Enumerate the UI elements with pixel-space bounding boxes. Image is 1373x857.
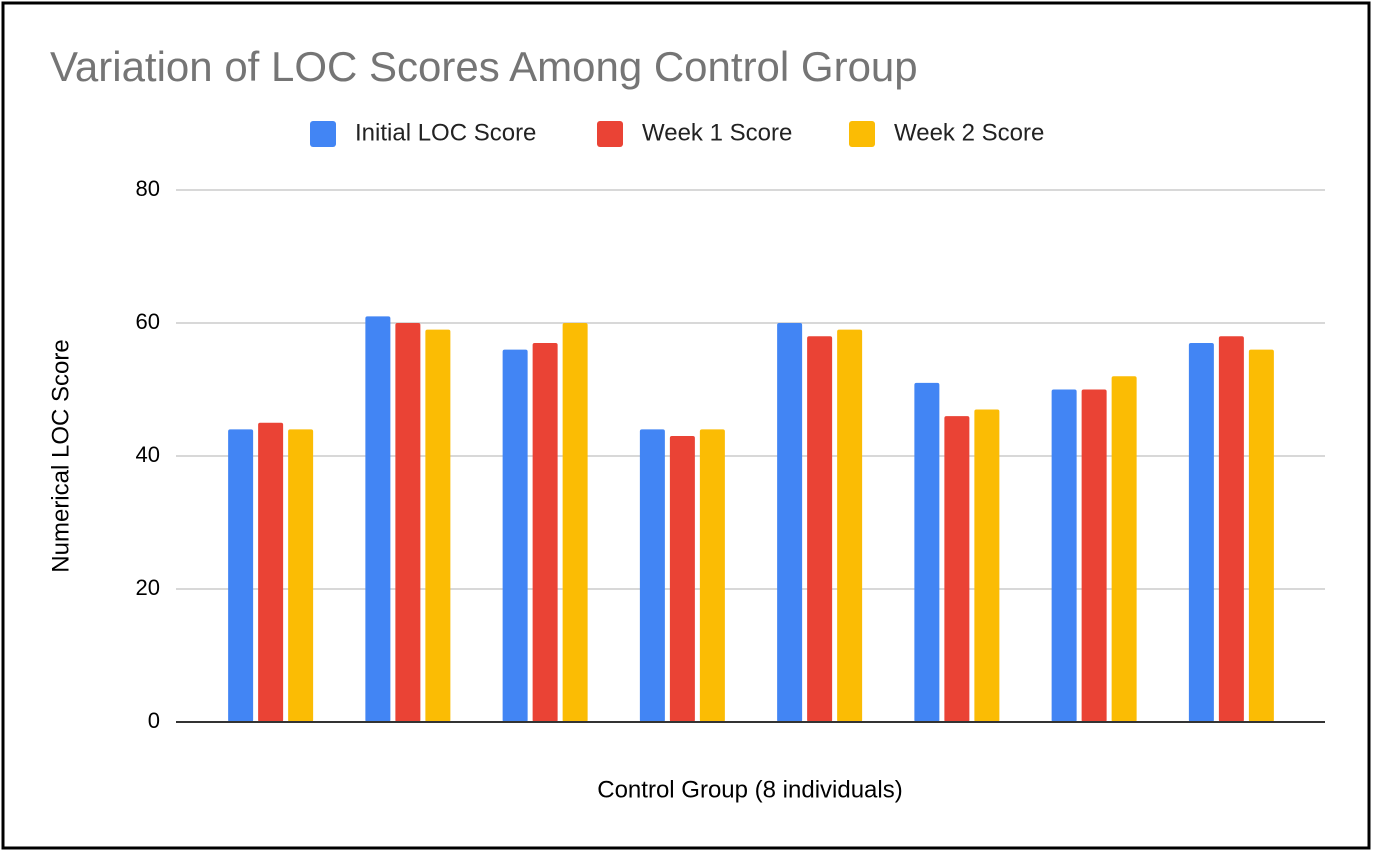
legend-swatch <box>849 121 875 147</box>
bar <box>258 422 284 722</box>
bar <box>425 329 451 722</box>
bar <box>914 382 940 722</box>
bar <box>395 323 421 722</box>
bar <box>1111 376 1137 722</box>
bar <box>502 349 528 722</box>
y-tick-label: 60 <box>136 309 160 334</box>
bar <box>532 342 558 722</box>
legend-label: Week 1 Score <box>642 119 792 146</box>
y-tick-label: 80 <box>136 176 160 201</box>
bar <box>1081 389 1107 722</box>
bar <box>1051 389 1077 722</box>
bar <box>365 316 391 722</box>
bar <box>837 329 863 722</box>
y-tick-label: 0 <box>148 708 160 733</box>
chart-title: Variation of LOC Scores Among Control Gr… <box>50 43 918 90</box>
legend-swatch <box>310 121 336 147</box>
x-axis-label: Control Group (8 individuals) <box>597 776 902 803</box>
legend-label: Initial LOC Score <box>355 119 536 146</box>
legend-label: Week 2 Score <box>894 119 1044 146</box>
bar <box>974 409 1000 722</box>
bar <box>1248 349 1274 722</box>
y-axis-label: Numerical LOC Score <box>47 339 74 572</box>
bar <box>288 429 314 722</box>
bar <box>228 429 254 722</box>
legend-swatch <box>597 121 623 147</box>
bar <box>699 429 725 722</box>
y-tick-label: 40 <box>136 442 160 467</box>
bar <box>1188 342 1214 722</box>
bar <box>777 323 803 722</box>
bar <box>669 436 695 722</box>
bar <box>807 336 833 722</box>
bar <box>1218 336 1244 722</box>
y-tick-label: 20 <box>136 575 160 600</box>
bar <box>562 323 588 722</box>
bar <box>944 416 970 722</box>
bar <box>639 429 665 722</box>
